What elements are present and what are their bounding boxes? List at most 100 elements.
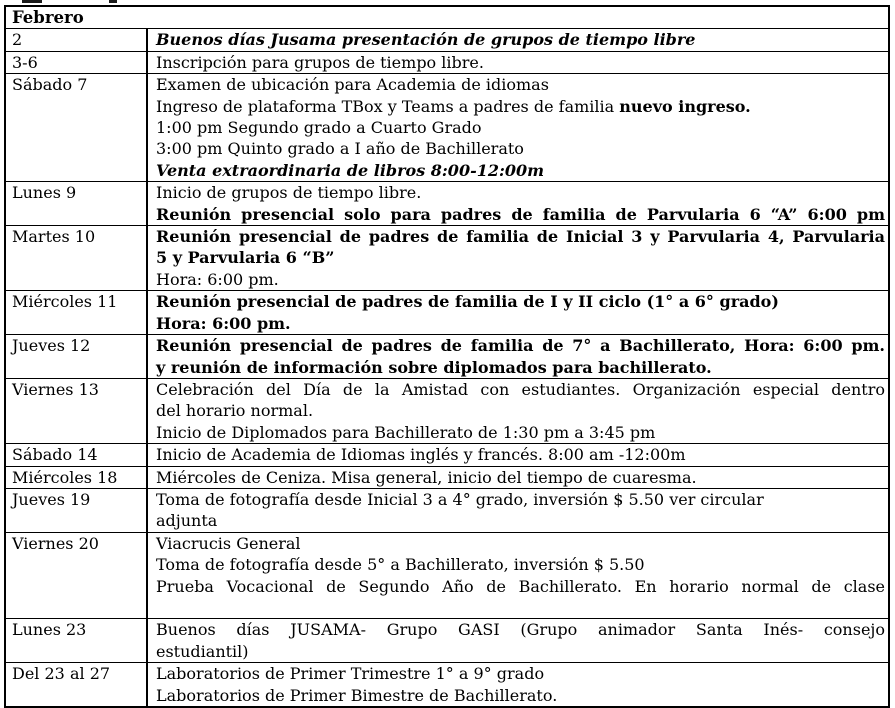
text-segment: nuevo ingreso. — [619, 96, 751, 116]
table-row: 2 Buenos días Jusama presentación de grup… — [6, 28, 888, 51]
table-row: Viernes 13 Celebración del Día de la Amis… — [6, 377, 888, 444]
clipped-text-artifact — [22, 0, 42, 3]
table-row: Sábado 7 Examen de ubicación para Academi… — [6, 73, 888, 182]
text-segment: adjunta — [156, 511, 218, 531]
calendar-table: Febrero 2 Buenos días Jusama presentación… — [4, 5, 890, 708]
content-cell: Reunión presencial de padres de familia … — [148, 335, 888, 378]
content-line: Ingreso de plataforma TBox y Teams a pad… — [156, 96, 885, 117]
content-cell: Inicio de Academia de Idiomas inglés y f… — [148, 444, 888, 465]
content-line: Inicio de Diplomados para Bachillerato d… — [156, 422, 885, 443]
text-segment: Viacrucis General — [156, 533, 301, 553]
content-line: Toma de fotografía desde 5° a Bachillera… — [156, 554, 885, 575]
text-segment: Laboratorios de Primer Bimestre de Bachi… — [156, 685, 558, 705]
text-segment: Buenos días JUSAMA- Grupo GASI (Grupo an… — [156, 620, 885, 640]
content-line: Inscripción para grupos de tiempo libre. — [156, 52, 885, 73]
content-line: estudiantil) — [156, 641, 885, 662]
date-cell: 3-6 — [6, 51, 148, 74]
content-line: Miércoles de Ceniza. Misa general, inici… — [156, 467, 885, 488]
text-segment: Reunión presencial solo para padres de f… — [156, 204, 885, 224]
content-line: 3:00 pm Quinto grado a I año de Bachille… — [156, 138, 885, 159]
text-segment: del horario normal. — [156, 401, 314, 421]
text-segment: Ingreso de plataforma TBox y Teams a pad… — [156, 96, 620, 116]
content-cell: Reunión presencial de padres de familia … — [148, 226, 888, 290]
content-line: 5 y Parvularia 6 “B” — [156, 247, 885, 268]
content-cell: Toma de fotografía desde Inicial 3 a 4° … — [148, 489, 888, 532]
text-segment: 1:00 pm Segundo grado a Cuarto Grado — [156, 118, 482, 138]
date-cell: Jueves 12 — [6, 335, 148, 378]
content-line: adjunta — [156, 510, 885, 531]
table-row: Sábado 14 Inicio de Academia de Idiomas i… — [6, 443, 888, 466]
content-line: Reunión presencial de padres de familia … — [156, 335, 885, 356]
text-segment: Venta extraordinaria de libros 8:00-12:0… — [156, 160, 545, 180]
content-line: Hora: 6:00 pm. — [156, 313, 885, 334]
text-segment: 3:00 pm Quinto grado a I año de Bachille… — [156, 139, 524, 159]
text-segment: Hora: 6:00 pm. — [156, 269, 279, 289]
date-cell: 2 — [6, 29, 148, 51]
table-row: Jueves 19 Toma de fotografía desde Inicia… — [6, 487, 888, 532]
content-line: Buenos días Jusama presentación de grupo… — [156, 29, 885, 50]
table-header-month: Febrero — [12, 8, 84, 27]
content-cell: Celebración del Día de la Amistad con es… — [148, 379, 888, 443]
text-segment: Buenos días Jusama presentación de grupo… — [156, 30, 696, 50]
clipped-text-artifact — [109, 0, 117, 3]
content-cell: Buenos días JUSAMA- Grupo GASI (Grupo an… — [148, 619, 888, 662]
content-line: Examen de ubicación para Academia de idi… — [156, 74, 885, 95]
table-row: Lunes 9 Inicio de grupos de tiempo libre.… — [6, 181, 888, 226]
content-line: Toma de fotografía desde Inicial 3 a 4° … — [156, 489, 885, 510]
text-segment: estudiantil) — [156, 641, 249, 661]
table-row: Del 23 al 27 Laboratorios de Primer Trime… — [6, 662, 888, 706]
date-cell: Lunes 23 — [6, 619, 148, 663]
date-cell: Viernes 20 — [6, 532, 148, 619]
content-cell: Buenos días Jusama presentación de grupo… — [148, 29, 888, 50]
text-segment: y reunión de información sobre diplomado… — [156, 357, 712, 377]
content-cell: Laboratorios de Primer Trimestre 1° a 9°… — [148, 663, 888, 706]
content-line: del horario normal. — [156, 400, 885, 421]
content-line: Prueba Vocacional de Segundo Año de Bach… — [156, 576, 885, 597]
table-row: 3-6 Inscripción para grupos de tiempo lib… — [6, 50, 888, 74]
table-row: Lunes 23 Buenos días JUSAMA- Grupo GASI (… — [6, 618, 888, 663]
table-rows: 2 Buenos días Jusama presentación de grup… — [6, 28, 888, 706]
date-cell: Miércoles 18 — [6, 466, 148, 488]
content-cell: Reunión presencial de padres de familia … — [148, 291, 888, 334]
content-line: Reunión presencial solo para padres de f… — [156, 204, 885, 225]
content-line: Inicio de Academia de Idiomas inglés y f… — [156, 444, 885, 465]
text-segment: Inscripción para grupos de tiempo libre. — [156, 52, 484, 72]
text-segment: Miércoles de Ceniza. Misa general, inici… — [156, 467, 697, 487]
text-segment: Hora: 6:00 pm. — [156, 313, 291, 333]
table-row: Martes 10 Reunión presencial de padres de… — [6, 225, 888, 291]
content-line — [156, 597, 885, 618]
content-line: Buenos días JUSAMA- Grupo GASI (Grupo an… — [156, 619, 885, 640]
text-segment: Toma de fotografía desde 5° a Bachillera… — [156, 555, 645, 575]
content-line: Reunión presencial de padres de familia … — [156, 226, 885, 247]
content-line: Hora: 6:00 pm. — [156, 269, 885, 290]
table-row: Miércoles 18 Miércoles de Ceniza. Misa ge… — [6, 465, 888, 488]
content-line: Inicio de grupos de tiempo libre. — [156, 182, 885, 203]
date-cell: Martes 10 — [6, 226, 148, 291]
text-segment: Reunión presencial de padres de familia … — [156, 227, 885, 247]
date-cell: Sábado 7 — [6, 74, 148, 182]
text-segment: Inicio de Academia de Idiomas inglés y f… — [156, 445, 686, 465]
date-cell: Viernes 13 — [6, 378, 148, 444]
date-cell: Lunes 9 — [6, 182, 148, 226]
content-cell: Examen de ubicación para Academia de idi… — [148, 74, 888, 181]
text-segment: Laboratorios de Primer Trimestre 1° a 9°… — [156, 664, 545, 684]
content-line: Laboratorios de Primer Bimestre de Bachi… — [156, 685, 885, 706]
table-row: Jueves 12 Reunión presencial de padres de… — [6, 334, 888, 378]
content-cell: Viacrucis General Toma de fotografía desd… — [148, 533, 888, 619]
content-line: y reunión de información sobre diplomado… — [156, 357, 885, 378]
table-row: Miércoles 11 Reunión presencial de padres… — [6, 290, 888, 335]
content-line: Venta extraordinaria de libros 8:00-12:0… — [156, 160, 885, 181]
table-row: Viernes 20 Viacrucis General Toma de fotog… — [6, 531, 888, 619]
date-cell: Sábado 14 — [6, 444, 148, 466]
content-cell: Miércoles de Ceniza. Misa general, inici… — [148, 467, 888, 488]
text-segment: Celebración del Día de la Amistad con es… — [156, 379, 885, 399]
content-line: 1:00 pm Segundo grado a Cuarto Grado — [156, 117, 885, 138]
content-line: Laboratorios de Primer Trimestre 1° a 9°… — [156, 663, 885, 684]
content-cell: Inicio de grupos de tiempo libre. Reunión… — [148, 182, 888, 225]
text-segment: Toma de fotografía desde Inicial 3 a 4° … — [156, 489, 764, 509]
content-cell: Inscripción para grupos de tiempo libre. — [148, 52, 888, 73]
date-cell: Del 23 al 27 — [6, 663, 148, 706]
text-segment: Examen de ubicación para Academia de idi… — [156, 75, 549, 95]
text-segment: Reunión presencial de padres de familia … — [156, 336, 885, 356]
